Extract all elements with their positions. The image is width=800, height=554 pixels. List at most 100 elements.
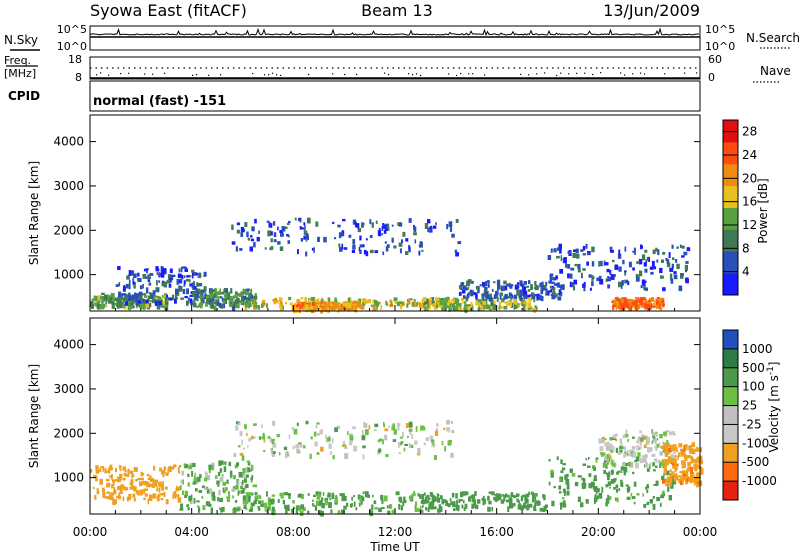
data-cell [375,220,378,224]
data-cell [232,475,236,480]
data-cell [322,307,327,312]
data-cell [193,472,197,476]
data-cell [544,504,548,508]
data-cell [489,293,492,300]
data-cell [403,496,406,503]
data-cell [563,257,567,263]
data-cell [164,297,167,304]
data-cell [603,452,606,457]
data-cell [227,293,230,299]
data-cell [332,305,336,311]
data-cell [662,252,666,255]
data-cell [342,301,345,304]
data-cell [143,299,146,304]
data-cell [327,301,330,307]
data-cell [374,507,378,510]
data-cell [193,497,196,504]
data-cell [503,494,506,498]
data-cell [523,502,526,507]
data-cell [585,458,588,461]
data-cell [374,423,379,428]
data-cell [464,503,468,509]
data-cell [382,223,385,229]
data-cell [217,291,219,295]
data-cell [673,459,677,464]
data-cell [191,462,196,468]
data-cell [414,507,419,512]
data-cell [467,287,470,290]
data-cell [378,507,382,513]
data-cell [165,499,169,505]
data-cell [459,302,462,308]
data-cell [618,266,622,272]
data-cell [484,282,487,286]
cbar-frame [722,329,739,501]
data-cell [354,222,357,228]
data-cell [207,474,211,481]
data-cell [485,304,490,310]
data-cell [141,477,144,481]
data-cell [549,285,552,288]
nave-dot [108,74,110,76]
data-cell [454,249,458,253]
data-cell [469,289,473,294]
data-cell [581,275,583,279]
data-cell [651,260,655,267]
y-tick-label: 3000 [53,179,84,193]
data-cell [267,435,271,439]
data-cell [213,293,217,299]
nave-dot [568,73,570,75]
data-cell [311,296,316,302]
data-cell [626,453,629,457]
data-cell [685,261,689,264]
data-cell [676,246,679,249]
data-cell [229,470,233,477]
data-cell [423,499,427,504]
data-cell [250,477,253,481]
data-cell [393,429,397,435]
data-cell [418,250,421,256]
data-cell [681,477,683,482]
data-cell [97,303,101,310]
data-cell [604,455,608,461]
data-cell [223,466,227,472]
data-cell [273,301,276,305]
data-cell [130,486,133,489]
data-cell [620,442,623,447]
data-cell [593,486,598,492]
data-cell [243,299,245,306]
nave-dot [632,73,634,75]
data-cell [112,480,115,486]
data-cell [253,500,257,505]
freq-unit: [MHz] [4,67,36,80]
data-cell [632,471,635,475]
data-cell [662,447,667,453]
data-cell [491,288,494,292]
data-cell [170,274,174,281]
data-cell [205,472,208,477]
data-cell [165,296,169,300]
data-cell [462,500,465,504]
data-cell [296,422,299,426]
data-cell [481,305,485,311]
data-cell [295,508,298,514]
data-cell [346,307,350,312]
data-cell [190,500,192,504]
data-cell [114,499,117,504]
data-cell [618,452,621,455]
data-cell [671,257,675,261]
data-cell [299,443,303,448]
data-cell [175,288,178,294]
data-cell [560,284,565,290]
velocity-data [90,420,704,517]
data-cell [249,492,252,496]
data-cell [488,296,493,302]
data-cell [407,435,409,438]
data-cell [436,423,439,427]
nave-dot [456,74,458,77]
data-cell [662,490,665,495]
data-cell [616,471,619,475]
data-cell [141,298,144,302]
data-cell [387,224,390,230]
data-cell [269,247,272,251]
